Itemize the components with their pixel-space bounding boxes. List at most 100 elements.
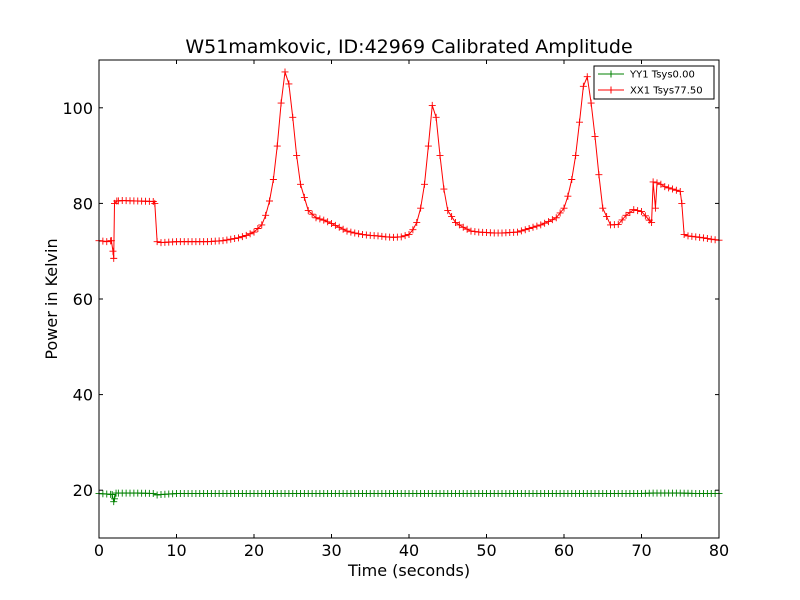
data-point: [273, 142, 281, 150]
x-tick-label: 50: [476, 541, 496, 560]
data-point: [103, 238, 111, 246]
ticks-layer: 0 10 20 30 40 50 60 70 80 20 40 60 80 100: [62, 60, 729, 560]
data-point: [254, 224, 262, 232]
data-point: [428, 101, 436, 109]
data-point: [514, 228, 521, 236]
data-point: [548, 216, 556, 224]
legend-entry-xx1: XX1 Tsys77.50: [598, 86, 703, 97]
data-point: [424, 142, 432, 150]
data-point: [603, 213, 611, 221]
data-point: [595, 171, 603, 179]
data-point: [537, 221, 545, 229]
data-point: [320, 216, 328, 224]
data-point: [591, 132, 599, 140]
data-point: [568, 176, 576, 183]
data-point: [641, 212, 649, 220]
data-point: [250, 228, 258, 236]
y-tick-label: 40: [73, 386, 93, 405]
data-point: [285, 80, 293, 88]
data-point: [452, 219, 459, 227]
data-point: [517, 227, 525, 235]
x-tick-label: 80: [709, 541, 729, 560]
axes-frame: [98, 59, 720, 539]
data-point: [413, 219, 421, 227]
data-point: [626, 208, 634, 216]
data-point: [235, 234, 242, 242]
data-point: [324, 218, 332, 226]
data-point: [455, 221, 463, 229]
data-point: [630, 206, 638, 214]
data-point: [316, 215, 324, 223]
data-point: [269, 176, 277, 183]
data-point: [587, 99, 595, 107]
data-point: [351, 229, 359, 237]
data-point: [219, 237, 227, 245]
data-point: [359, 230, 366, 238]
legend-marker: [607, 86, 615, 94]
data-point: [448, 213, 456, 221]
data-point: [463, 225, 471, 233]
data-point: [231, 235, 239, 243]
data-point: [328, 219, 335, 227]
data-point: [297, 180, 304, 188]
data-point: [421, 180, 428, 188]
y-tick-label: 100: [62, 99, 93, 118]
data-point: [521, 226, 529, 234]
data-point: [672, 186, 680, 194]
data-point: [111, 495, 118, 503]
data-point: [618, 216, 626, 224]
data-point: [696, 233, 704, 241]
data-point: [331, 221, 339, 229]
data-point: [289, 113, 297, 121]
data-point: [576, 118, 583, 126]
data-point: [467, 227, 475, 235]
data-point: [634, 207, 642, 215]
data-point: [432, 113, 440, 121]
data-point: [678, 199, 686, 207]
series-markers: [95, 489, 723, 506]
series-xx1: [95, 68, 723, 262]
data-point: [444, 207, 452, 215]
data-point: [238, 233, 246, 241]
data-point: [651, 204, 659, 212]
data-point: [552, 214, 560, 222]
data-point: [293, 152, 301, 160]
legend-entry-yy1: YY1 Tsys0.00: [598, 70, 695, 81]
data-point: [108, 491, 116, 499]
data-point: [459, 223, 467, 231]
data-point: [599, 204, 607, 212]
data-point: [665, 184, 673, 192]
data-point: [312, 214, 320, 222]
data-point: [347, 228, 355, 236]
data-point: [541, 219, 549, 227]
data-point: [579, 82, 587, 90]
data-point: [556, 209, 564, 217]
data-point: [153, 491, 161, 499]
data-point: [258, 221, 266, 229]
data-point: [153, 238, 161, 246]
data-point: [661, 183, 669, 191]
data-point: [277, 99, 285, 107]
y-tick-label: 60: [73, 290, 93, 309]
x-tick-label: 20: [244, 541, 264, 560]
x-tick-label: 10: [166, 541, 186, 560]
data-point: [417, 204, 425, 212]
data-point: [300, 193, 308, 201]
series-layer: [95, 68, 723, 506]
series-yy1: [95, 489, 723, 506]
x-tick-label: 0: [94, 541, 104, 560]
data-point: [107, 237, 115, 245]
data-point: [223, 236, 231, 244]
data-point: [684, 232, 692, 240]
x-tick-label: 70: [631, 541, 651, 560]
legend-label-xx1: XX1 Tsys77.50: [630, 86, 703, 97]
x-tick-label: 60: [554, 541, 574, 560]
data-point: [401, 232, 409, 240]
data-point: [711, 236, 719, 244]
data-point: [246, 230, 254, 238]
data-point: [362, 231, 370, 239]
chart-title: W51mamkovic, ID:42969 Calibrated Amplitu…: [185, 36, 632, 58]
data-point: [409, 226, 417, 234]
data-point: [266, 197, 273, 205]
